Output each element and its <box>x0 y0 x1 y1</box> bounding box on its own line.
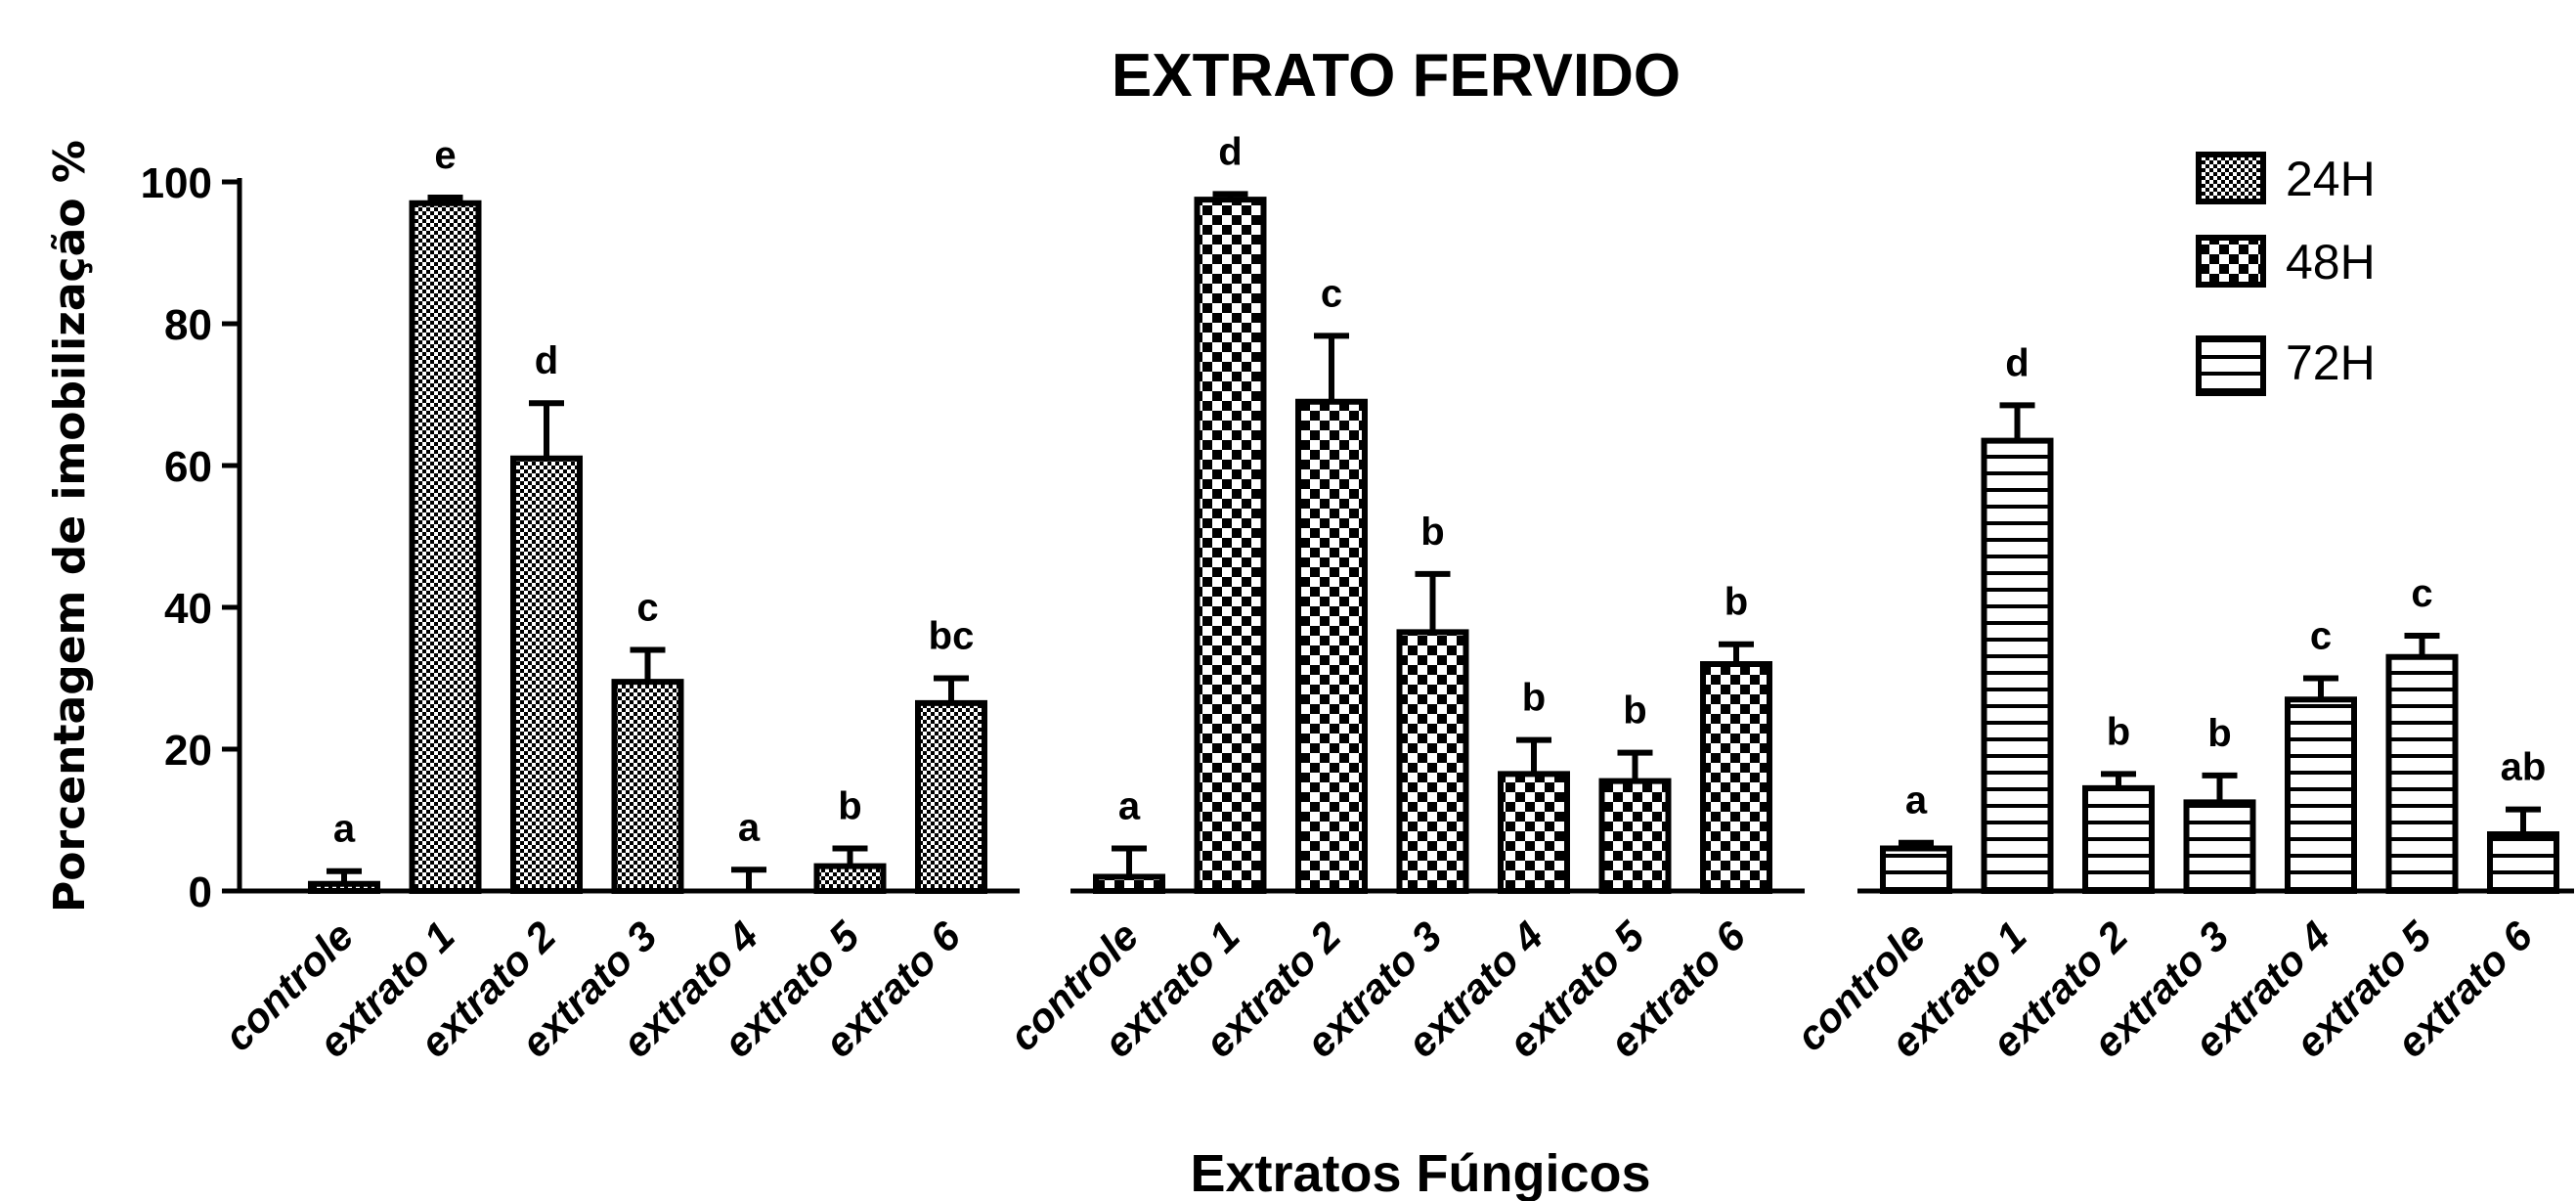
bar <box>611 679 684 894</box>
bar <box>409 200 482 894</box>
significance-label: b <box>1623 689 1646 733</box>
significance-label: e <box>434 134 456 177</box>
bar <box>915 699 987 894</box>
legend-label: 24H <box>2286 152 2376 206</box>
significance-label: b <box>838 785 861 828</box>
significance-label: b <box>1420 511 1444 554</box>
significance-label: a <box>1118 785 1141 828</box>
y-tick-label: 0 <box>189 868 212 916</box>
significance-label: c <box>636 587 658 630</box>
significance-label: d <box>2005 341 2029 384</box>
bar <box>1396 629 1469 894</box>
y-axis: 0 20 40 60 80 100 <box>141 159 242 916</box>
significance-label: b <box>2207 712 2231 755</box>
significance-label: c <box>2310 615 2332 658</box>
x-axis-label: Extratos Fúngicos <box>1190 1144 1650 1201</box>
significance-label: c <box>1321 272 1342 315</box>
bar <box>1295 398 1368 894</box>
legend-swatch <box>2196 335 2266 396</box>
bar <box>1093 873 1165 894</box>
significance-label: a <box>333 808 356 851</box>
significance-label: d <box>1218 130 1242 173</box>
legend-label: 72H <box>2286 335 2376 390</box>
bar <box>813 863 887 894</box>
bar <box>1194 197 1267 894</box>
significance-label: ab <box>2501 746 2547 789</box>
bar <box>308 880 380 894</box>
bar <box>1981 437 2054 894</box>
bar <box>2082 784 2155 894</box>
significance-label: b <box>1725 581 1748 624</box>
bar <box>2385 653 2459 894</box>
bar <box>1498 771 1570 894</box>
y-tick-label: 100 <box>141 159 212 207</box>
bar <box>2285 696 2357 894</box>
significance-label: a <box>738 806 761 849</box>
y-tick-label: 80 <box>164 301 212 349</box>
bar <box>1700 661 1772 894</box>
bar <box>1598 778 1672 894</box>
legend-label: 48H <box>2286 235 2376 289</box>
significance-label: b <box>2107 710 2130 753</box>
significance-label: bc <box>929 615 975 658</box>
y-axis-label: Porcentagem de imobilização % <box>45 140 95 912</box>
chart-title: EXTRATO FERVIDO <box>1112 42 1681 110</box>
y-tick-label: 40 <box>164 585 212 633</box>
y-tick-label: 60 <box>164 443 212 491</box>
y-tick-label: 20 <box>164 727 212 775</box>
bar <box>2183 799 2256 894</box>
bar <box>1880 845 1952 894</box>
significance-label: b <box>1522 677 1546 720</box>
significance-label: d <box>535 339 558 382</box>
legend-swatch <box>2196 152 2266 204</box>
legend: 24H 48H 72H <box>2196 152 2376 396</box>
significance-label: a <box>1905 779 1928 823</box>
significance-label: c <box>2411 572 2432 615</box>
bar <box>510 455 583 894</box>
legend-swatch <box>2196 235 2266 288</box>
bar <box>2487 831 2559 894</box>
